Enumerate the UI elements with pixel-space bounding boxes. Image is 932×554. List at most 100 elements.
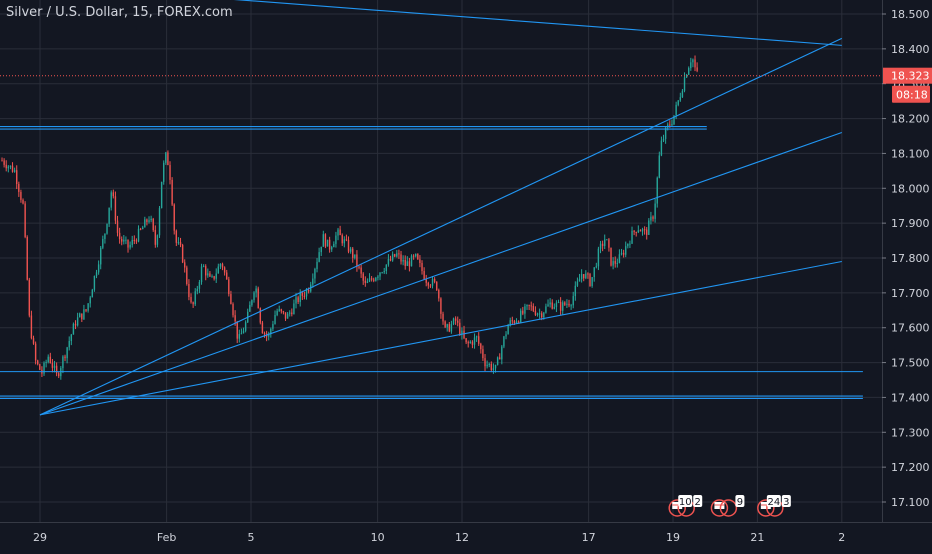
candle <box>656 177 658 204</box>
candle <box>650 216 652 221</box>
candle <box>450 324 453 332</box>
event-extra-count: 9 <box>737 497 743 508</box>
candle <box>270 328 272 334</box>
candle <box>442 313 444 322</box>
candle <box>114 196 117 221</box>
trend-line-1[interactable] <box>39 37 843 416</box>
time-tick-label: Feb <box>157 531 176 544</box>
candle <box>562 302 564 311</box>
trend-line-3[interactable] <box>39 260 842 416</box>
event-extra-badge <box>693 495 703 507</box>
candle <box>593 267 595 278</box>
candle <box>488 363 490 365</box>
candle <box>200 266 203 283</box>
candle <box>335 235 337 244</box>
event-extra-badge <box>735 495 745 507</box>
candle <box>62 356 64 369</box>
event-flag-icon[interactable] <box>710 499 729 517</box>
time-tick-label: 2 <box>838 531 845 544</box>
event-flag-icon[interactable] <box>668 499 686 517</box>
candle <box>635 231 637 233</box>
candle <box>408 261 411 267</box>
candle <box>501 346 503 360</box>
candle <box>694 59 696 68</box>
candle <box>64 356 66 359</box>
candle <box>43 363 45 374</box>
candle <box>356 254 358 267</box>
candle <box>242 330 245 334</box>
candle <box>7 166 10 169</box>
candle <box>291 312 293 315</box>
candle <box>660 140 663 156</box>
candle <box>473 337 476 345</box>
candle <box>631 230 633 244</box>
candle <box>673 115 675 125</box>
candle <box>591 277 593 287</box>
candle <box>255 288 257 293</box>
candle <box>383 271 385 273</box>
candle <box>211 276 213 278</box>
candle <box>484 358 486 367</box>
candle <box>51 363 54 368</box>
candle <box>641 229 644 232</box>
candle <box>625 246 627 255</box>
event-flag-icon[interactable] <box>757 499 775 517</box>
candle <box>530 305 532 307</box>
candle <box>463 330 465 339</box>
candle <box>167 152 169 166</box>
candle <box>72 323 75 335</box>
price-tick-label: 17.900 <box>891 217 930 230</box>
chart-title: Silver / U.S. Dollar, 15, FOREX.com <box>6 5 233 20</box>
event-extra-badge <box>781 495 791 507</box>
candle <box>482 349 484 359</box>
candle <box>681 90 684 98</box>
candle <box>188 283 190 297</box>
candle <box>480 343 482 350</box>
candle <box>629 243 631 245</box>
candle <box>289 312 291 314</box>
candle <box>184 262 186 268</box>
candle <box>106 223 108 234</box>
candle <box>652 216 654 219</box>
candle <box>555 302 558 308</box>
candle <box>427 282 430 286</box>
candle <box>431 278 434 286</box>
trend-line-4[interactable] <box>103 0 842 46</box>
candle <box>156 235 159 245</box>
candle <box>179 242 182 245</box>
candle <box>496 357 499 365</box>
candle <box>5 164 7 169</box>
candle <box>79 313 81 318</box>
candle <box>643 229 646 231</box>
candle <box>417 253 419 260</box>
trend-line-2[interactable] <box>39 131 842 416</box>
candle <box>696 67 698 71</box>
candle <box>58 373 60 377</box>
candle <box>410 255 413 267</box>
candle <box>646 229 648 235</box>
candle <box>566 303 568 305</box>
candle <box>70 334 73 341</box>
candle <box>339 229 341 236</box>
candle <box>196 288 199 292</box>
candle <box>404 259 406 266</box>
candle <box>68 340 70 348</box>
candle <box>425 279 427 283</box>
candle <box>553 307 556 309</box>
candle <box>163 162 165 182</box>
candle <box>190 296 192 303</box>
event-extra-count: 2 <box>695 497 701 508</box>
candle <box>53 365 56 368</box>
candle <box>549 302 551 305</box>
candle <box>95 272 98 276</box>
candle <box>574 285 577 297</box>
event-flag-icon[interactable] <box>719 499 738 517</box>
candle <box>415 253 417 257</box>
candle <box>26 236 28 280</box>
candle <box>137 228 140 242</box>
time-axis[interactable] <box>0 522 932 550</box>
price-tick-label: 18.500 <box>891 8 930 21</box>
candle <box>679 97 682 101</box>
